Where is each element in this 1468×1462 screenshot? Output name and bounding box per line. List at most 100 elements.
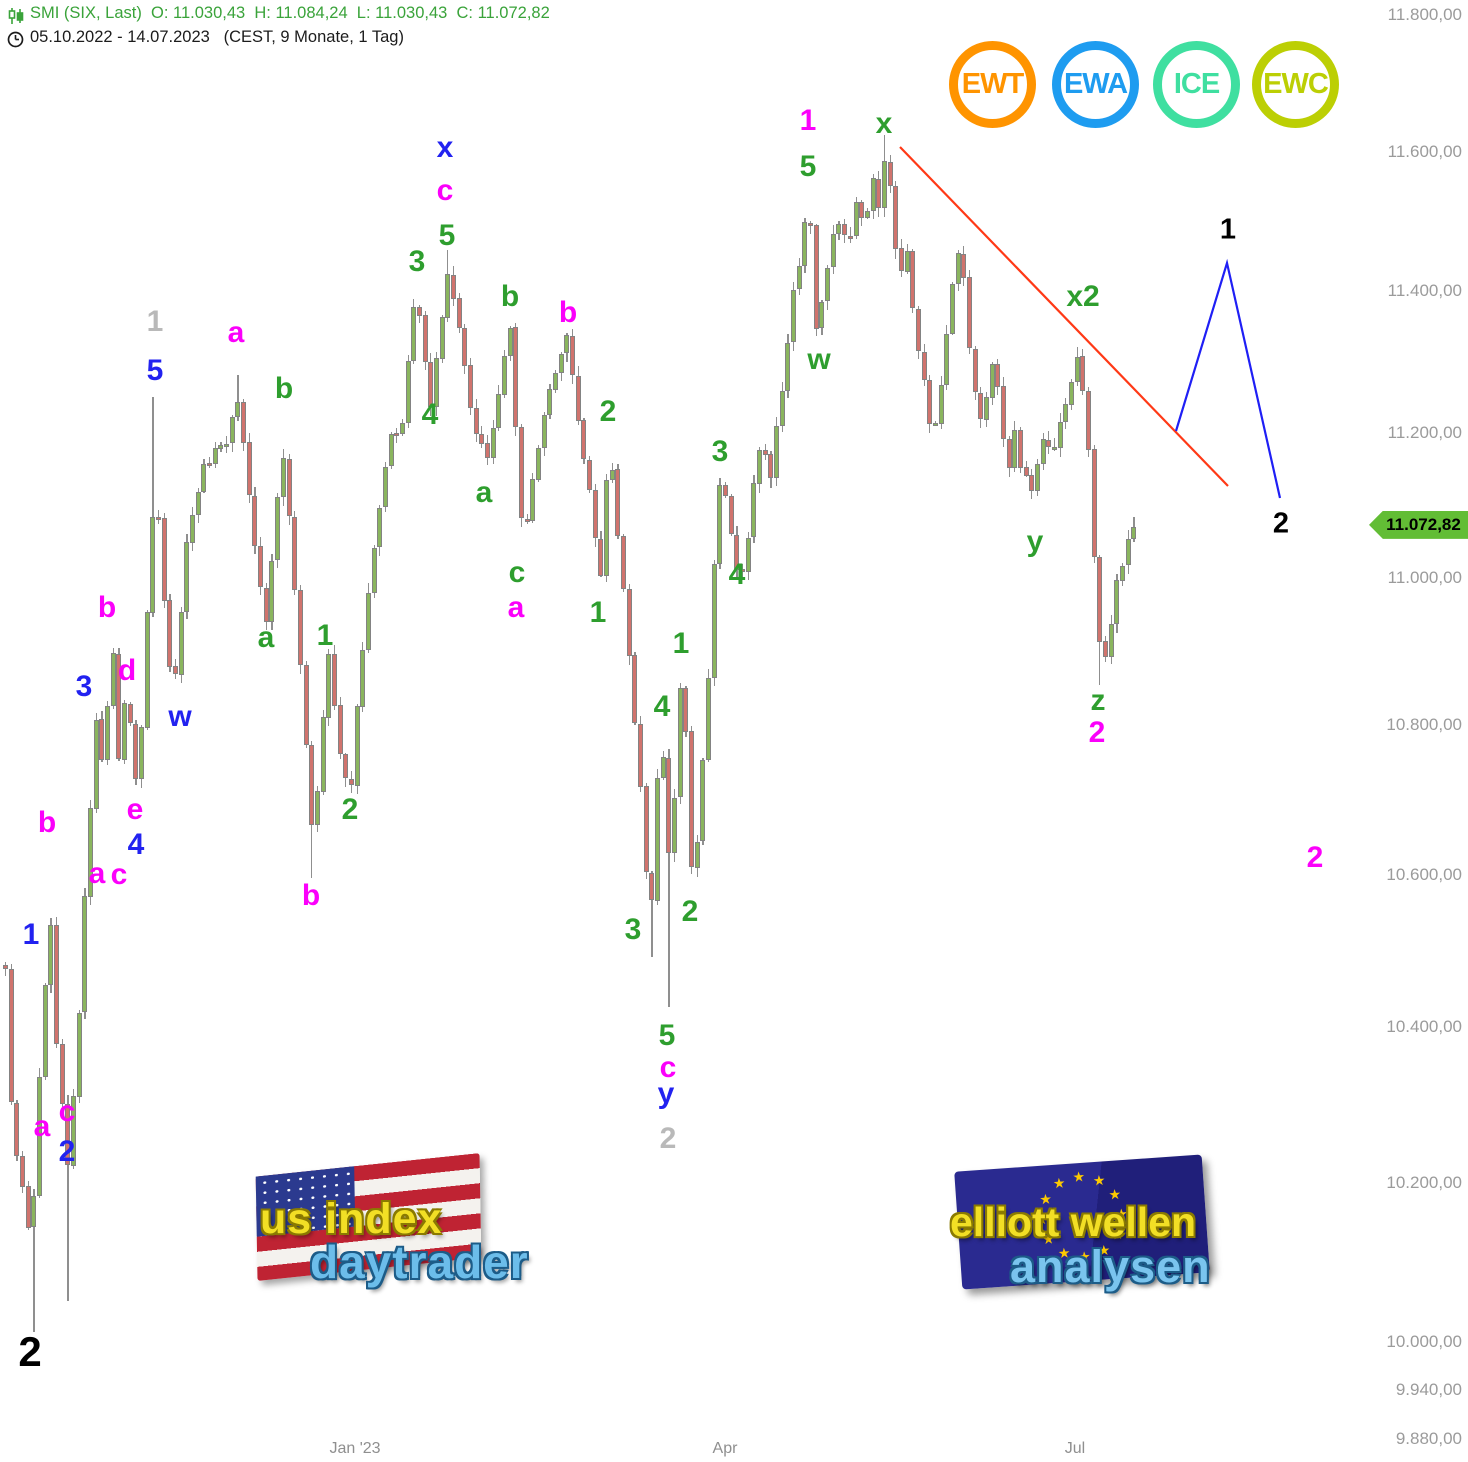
candle	[1080, 355, 1086, 391]
candle	[167, 600, 173, 667]
candle	[445, 274, 451, 318]
candle	[768, 454, 774, 479]
candle	[881, 160, 887, 209]
candle	[320, 716, 326, 792]
candle	[1074, 356, 1080, 383]
candle	[195, 491, 201, 515]
badge-ewt: EWT	[949, 41, 1036, 128]
eu-logo-text-1: elliott wellen	[950, 1199, 1197, 1245]
candle	[201, 463, 207, 492]
candle-wick	[849, 226, 852, 244]
candle	[280, 457, 286, 497]
wave-label-2: 2	[681, 895, 699, 928]
candle	[547, 389, 553, 416]
candle	[581, 420, 587, 460]
candle	[343, 754, 349, 779]
candle	[677, 687, 683, 798]
wave-label-1: 1	[672, 627, 690, 660]
candle	[978, 392, 984, 419]
wave-label-a: a	[507, 591, 525, 624]
candle	[700, 759, 706, 841]
badge-ewc: EWC	[1252, 41, 1339, 128]
candle	[706, 677, 712, 761]
wave-label-4: 4	[653, 690, 671, 723]
wave-label-3: 3	[711, 435, 729, 468]
candle	[59, 1043, 65, 1105]
candle	[161, 517, 167, 601]
candle	[1000, 385, 1006, 440]
candle	[326, 653, 332, 718]
candle	[479, 433, 485, 444]
candle	[439, 317, 445, 359]
candle	[337, 705, 343, 754]
wave-label-c: c	[659, 1051, 677, 1084]
wave-label-4: 4	[421, 398, 439, 431]
candle	[683, 687, 689, 732]
candle	[286, 458, 292, 517]
candle	[371, 548, 377, 593]
candle-wick	[810, 220, 812, 235]
wave-label-a: a	[33, 1110, 51, 1143]
wave-label-x: x	[875, 107, 893, 140]
candle-wick	[237, 374, 239, 421]
candle	[473, 408, 479, 435]
wave-label-4: 4	[127, 828, 145, 861]
candle	[774, 425, 780, 478]
candle	[207, 463, 213, 467]
candle	[910, 250, 916, 308]
candle	[558, 353, 564, 373]
candle	[354, 706, 360, 786]
candle	[847, 236, 853, 240]
wave-label-1: 1	[22, 918, 40, 951]
candle	[1091, 449, 1097, 558]
wave-label-5: 5	[658, 1019, 676, 1052]
candle	[564, 334, 570, 354]
candle	[1119, 565, 1125, 581]
candle	[3, 965, 8, 970]
candle	[422, 315, 428, 362]
candle	[144, 612, 150, 728]
candle	[655, 777, 661, 902]
candle	[416, 307, 422, 317]
candle	[513, 327, 519, 427]
wave-label-2: 2	[18, 1328, 42, 1375]
wave-label-1: 1	[316, 619, 334, 652]
candle	[745, 537, 751, 572]
candle	[604, 480, 610, 577]
candle	[184, 542, 190, 612]
candle	[938, 385, 944, 424]
candle	[1029, 474, 1035, 491]
wave-label-b: b	[500, 280, 520, 313]
candle	[31, 1196, 37, 1228]
candle	[1131, 526, 1137, 539]
candle	[853, 201, 859, 236]
wave-label-1: 1	[1219, 213, 1237, 246]
candle	[995, 364, 1001, 387]
price-axis-label: 11.600,00	[1387, 142, 1462, 162]
wave-label-1: 1	[589, 596, 607, 629]
price-axis-label: 10.400,00	[1386, 1017, 1462, 1037]
candle	[570, 335, 575, 376]
candle	[887, 161, 893, 187]
candle	[37, 1077, 43, 1197]
candle	[621, 536, 627, 590]
candle	[842, 224, 848, 236]
wave-label-c: c	[508, 556, 526, 589]
wave-label-b: b	[274, 372, 294, 405]
candle	[870, 177, 876, 212]
candle	[127, 704, 133, 724]
wave-label-2: 2	[599, 395, 617, 428]
candle	[1023, 466, 1029, 476]
wave-label-a: a	[227, 316, 245, 349]
candle	[229, 417, 235, 444]
us-logo-text-1: us index	[260, 1195, 443, 1243]
candle	[1012, 429, 1018, 469]
candle	[263, 588, 269, 622]
candle	[48, 925, 54, 985]
candle	[190, 514, 196, 543]
wave-label-3: 3	[75, 670, 93, 703]
candle	[490, 428, 496, 459]
candle	[235, 402, 241, 418]
